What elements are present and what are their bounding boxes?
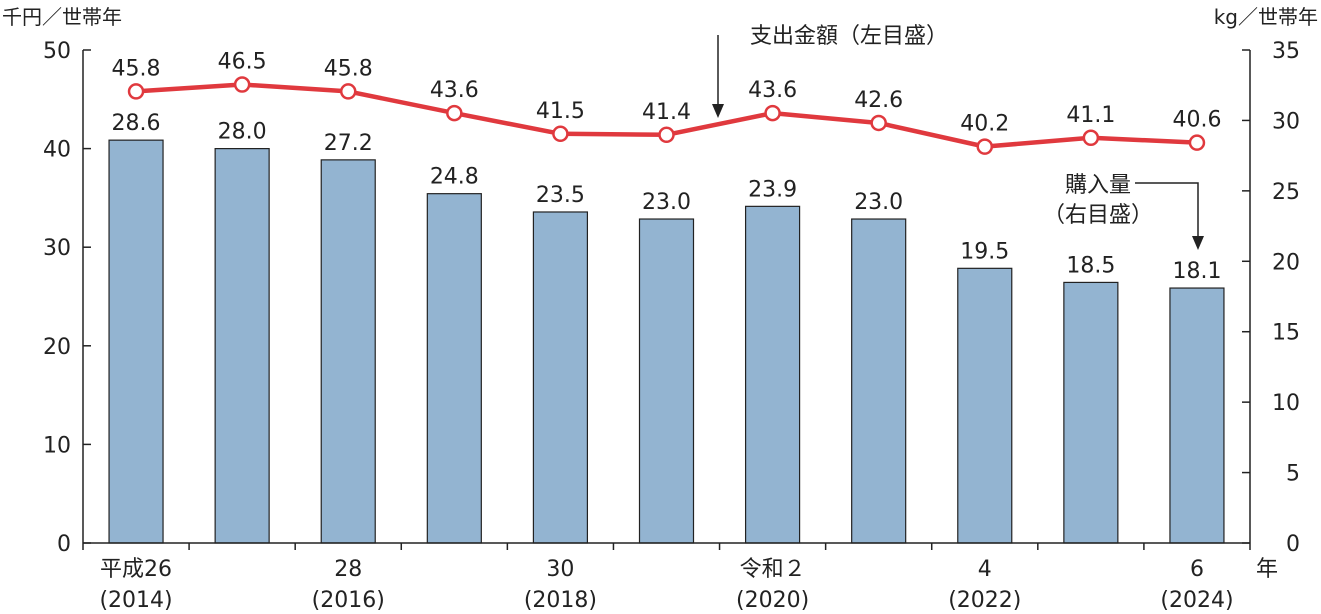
axes xyxy=(82,49,1251,550)
line-point xyxy=(976,138,994,155)
y-right-tick-label: 5 xyxy=(1286,462,1300,487)
bar-data-label: 19.5 xyxy=(960,239,1009,264)
bar-series-arrowhead xyxy=(1192,236,1204,250)
line-series-arrowhead xyxy=(712,104,724,118)
bar-data-label: 27.2 xyxy=(324,131,373,156)
bar xyxy=(957,267,1013,544)
y-left-unit-label: 千円／世帯年 xyxy=(2,5,122,29)
line-data-label: 43.6 xyxy=(430,78,479,103)
bar-data-label: 23.0 xyxy=(854,190,903,215)
y-right-unit-label: kg／世帯年 xyxy=(1214,5,1318,29)
x-tick-label-western: (2014) xyxy=(99,588,172,613)
bar-data-label: 28.6 xyxy=(112,111,161,136)
bar-data-label: 18.1 xyxy=(1172,259,1221,284)
line-data-label: 43.6 xyxy=(748,78,797,103)
x-tick-label: 平成26 xyxy=(100,557,172,582)
bar-series-label: 購入量 xyxy=(1065,173,1131,198)
line-data-label: 41.5 xyxy=(536,99,585,124)
line-data-label: 41.1 xyxy=(1066,103,1115,128)
line-point xyxy=(1188,134,1206,151)
bar xyxy=(108,139,164,544)
line-data-label: 40.2 xyxy=(960,112,1009,137)
line-data-label: 40.6 xyxy=(1172,108,1221,133)
y-right-tick-label: 25 xyxy=(1272,180,1300,205)
tick-labels: 0 10 20 30 40 50 0 5 10 15 20 25 30 35 平成26 (2014) 28 (20… xyxy=(43,39,1300,613)
line-series: 45.8 46.5 45.8 43.6 41.5 41.4 43.6 42.6 40.2 41.1… xyxy=(112,50,1221,155)
bar-data-label: 23.9 xyxy=(748,177,797,202)
y-left-tick-label: 0 xyxy=(57,532,71,557)
bar-series-arrow xyxy=(1135,182,1199,238)
x-tick-label-western: (2020) xyxy=(736,588,809,613)
line-series-label: 支出金額（左目盛） xyxy=(750,24,948,49)
line-point xyxy=(658,126,675,144)
bar-series xyxy=(108,139,1225,544)
line-point xyxy=(870,114,887,132)
x-tick-label: 6 xyxy=(1190,557,1204,582)
line-point xyxy=(552,125,569,143)
line-point xyxy=(339,83,357,100)
bar-data-label: 23.5 xyxy=(536,183,585,208)
line-point xyxy=(127,83,145,100)
x-tick-label: 28 xyxy=(334,557,362,582)
x-tick-label: 令和２ xyxy=(740,557,806,582)
bar xyxy=(1063,281,1119,544)
line-data-label: 45.8 xyxy=(112,56,161,81)
bar-data-labels: 28.6 28.0 27.2 24.8 23.5 23.0 23.9 23.0 19.5 18.5… xyxy=(112,111,1222,284)
x-tick-label-western: (2022) xyxy=(948,588,1021,613)
bar xyxy=(744,205,801,544)
bar xyxy=(532,211,589,544)
x-tick-label-western: (2024) xyxy=(1160,588,1233,613)
x-tick-label: 4 xyxy=(978,557,992,582)
bar-data-label: 18.5 xyxy=(1066,253,1115,278)
line-data-label: 41.4 xyxy=(642,100,691,125)
line-point xyxy=(233,76,251,93)
bar-data-label: 23.0 xyxy=(642,190,691,215)
line-point xyxy=(1082,129,1100,147)
y-left-tick-label: 30 xyxy=(43,236,71,261)
line-point xyxy=(446,104,463,122)
y-left-tick-label: 20 xyxy=(43,335,71,360)
x-tick-label-western: (2016) xyxy=(312,588,385,613)
y-right-tick-label: 15 xyxy=(1272,321,1300,346)
bar xyxy=(426,193,482,544)
y-right-tick-label: 0 xyxy=(1286,532,1300,557)
line-data-label: 42.6 xyxy=(854,88,903,113)
bar xyxy=(1169,287,1225,544)
y-right-tick-label: 35 xyxy=(1272,39,1300,64)
y-right-tick-label: 20 xyxy=(1272,250,1300,275)
y-left-tick-label: 10 xyxy=(43,433,71,458)
x-unit-label: 年 xyxy=(1256,557,1278,582)
y-left-tick-label: 40 xyxy=(43,138,71,163)
bar-data-label: 28.0 xyxy=(218,120,267,145)
x-tick-label: 30 xyxy=(546,557,574,582)
bar-series-label: （右目盛） xyxy=(1043,203,1153,228)
y-left-tick-label: 50 xyxy=(43,39,71,64)
y-right-tick-label: 30 xyxy=(1272,109,1300,134)
bar xyxy=(320,159,376,544)
bar xyxy=(638,218,695,544)
line-data-label: 45.8 xyxy=(324,56,373,81)
line-data-label: 46.5 xyxy=(218,50,267,75)
bar xyxy=(214,148,270,544)
bar xyxy=(851,218,907,544)
line-point xyxy=(764,104,781,122)
bar-data-label: 24.8 xyxy=(430,165,479,190)
y-right-tick-label: 10 xyxy=(1272,391,1300,416)
x-tick-label-western: (2018) xyxy=(524,588,597,613)
